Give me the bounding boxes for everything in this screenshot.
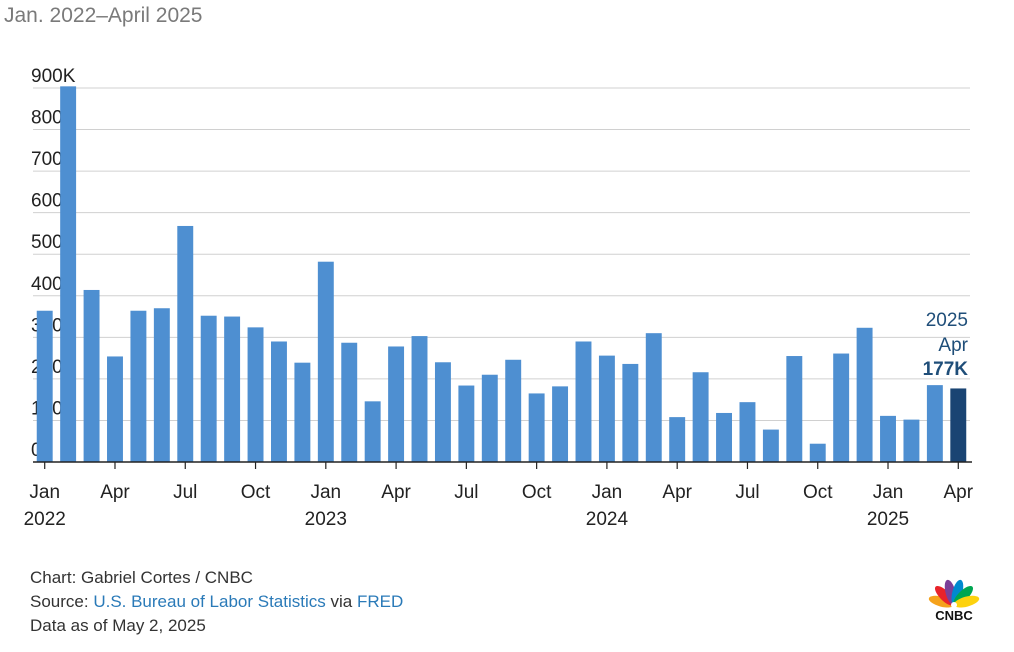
x-tick-label: Jan <box>592 482 623 503</box>
bar <box>130 310 147 462</box>
annotation-year: 2025 <box>926 310 968 331</box>
bar <box>270 341 287 462</box>
bar <box>153 308 170 462</box>
source-prefix: Source: <box>30 592 94 611</box>
x-tick-label: Jan <box>29 482 60 503</box>
x-tick-label: Oct <box>241 482 271 503</box>
bar <box>224 316 241 462</box>
x-tick-label: Apr <box>662 482 692 503</box>
bar <box>60 86 77 463</box>
bar <box>247 327 264 462</box>
x-tick-label: Oct <box>522 482 552 503</box>
bar <box>786 356 803 462</box>
peacock-body <box>951 602 957 608</box>
bar <box>552 386 569 462</box>
bar <box>692 372 709 462</box>
bars <box>36 86 967 463</box>
bar <box>294 362 311 462</box>
bar <box>950 388 967 462</box>
x-tick-label: Jan <box>310 482 341 503</box>
annotation-month: Apr <box>938 335 968 356</box>
x-tick-label: Apr <box>381 482 411 503</box>
x-tick-label: Apr <box>943 482 973 503</box>
bar <box>880 415 896 462</box>
x-tick-label: Jul <box>735 482 759 503</box>
bar <box>36 310 53 462</box>
chart-subtitle: Jan. 2022–April 2025 <box>4 4 203 27</box>
bar <box>716 412 733 462</box>
chart-footer: Chart: Gabriel Cortes / CNBC Source: U.S… <box>30 566 403 638</box>
bar <box>317 261 334 462</box>
x-tick-label: Jul <box>173 482 197 503</box>
bar <box>107 356 123 462</box>
bar <box>809 443 826 462</box>
bar <box>83 289 100 462</box>
bar <box>762 429 779 462</box>
logo-text: CNBC <box>935 608 973 623</box>
bar <box>903 419 920 462</box>
source-link-fred[interactable]: FRED <box>356 592 404 611</box>
bar <box>622 363 639 462</box>
bar <box>528 393 545 462</box>
peacock-feather <box>953 595 980 608</box>
last-value-annotation: 2025 Apr 177K <box>923 310 969 380</box>
bar <box>200 315 217 462</box>
source-link-bls[interactable]: U.S. Bureau of Labor Statistics <box>93 592 326 611</box>
gridlines <box>33 87 970 421</box>
annotation-value: 177K <box>923 359 969 380</box>
x-tick-year: 2025 <box>867 509 909 530</box>
bar <box>364 401 381 462</box>
cnbc-peacock-logo: CNBC <box>928 579 980 623</box>
bar <box>926 385 943 462</box>
bar <box>481 374 498 462</box>
peacock-icon <box>928 579 980 608</box>
bar <box>739 402 756 462</box>
bar <box>341 342 358 462</box>
x-tick-label: Jul <box>454 482 478 503</box>
chart-source: Source: U.S. Bureau of Labor Statistics … <box>30 590 403 614</box>
x-axis-ticks: Jan 2022 Apr Jul Oct Jan 2023 Apr Jul Oct Jan 2024 A… <box>24 462 974 530</box>
y-tick-label: 900K <box>31 66 76 87</box>
bar <box>458 385 475 462</box>
x-tick-year: 2024 <box>586 509 629 530</box>
bar <box>575 341 592 462</box>
x-tick-label: Apr <box>100 482 130 503</box>
bar <box>856 327 873 462</box>
x-tick-year: 2022 <box>24 509 66 530</box>
chart-credit: Chart: Gabriel Cortes / CNBC <box>30 568 253 587</box>
data-date-note: Data as of May 2, 2025 <box>30 616 206 635</box>
bar <box>645 333 662 462</box>
x-tick-year: 2023 <box>305 509 347 530</box>
bar <box>598 355 615 462</box>
y-tick-label: 0 <box>31 440 42 461</box>
bar <box>177 225 194 462</box>
bar <box>833 353 850 462</box>
x-tick-label: Jan <box>873 482 904 503</box>
bar <box>505 359 522 462</box>
bar <box>411 336 428 462</box>
bar <box>388 346 405 462</box>
source-via: via <box>325 592 357 611</box>
x-tick-label: Oct <box>803 482 833 503</box>
bar <box>434 362 451 462</box>
bar <box>669 417 686 462</box>
